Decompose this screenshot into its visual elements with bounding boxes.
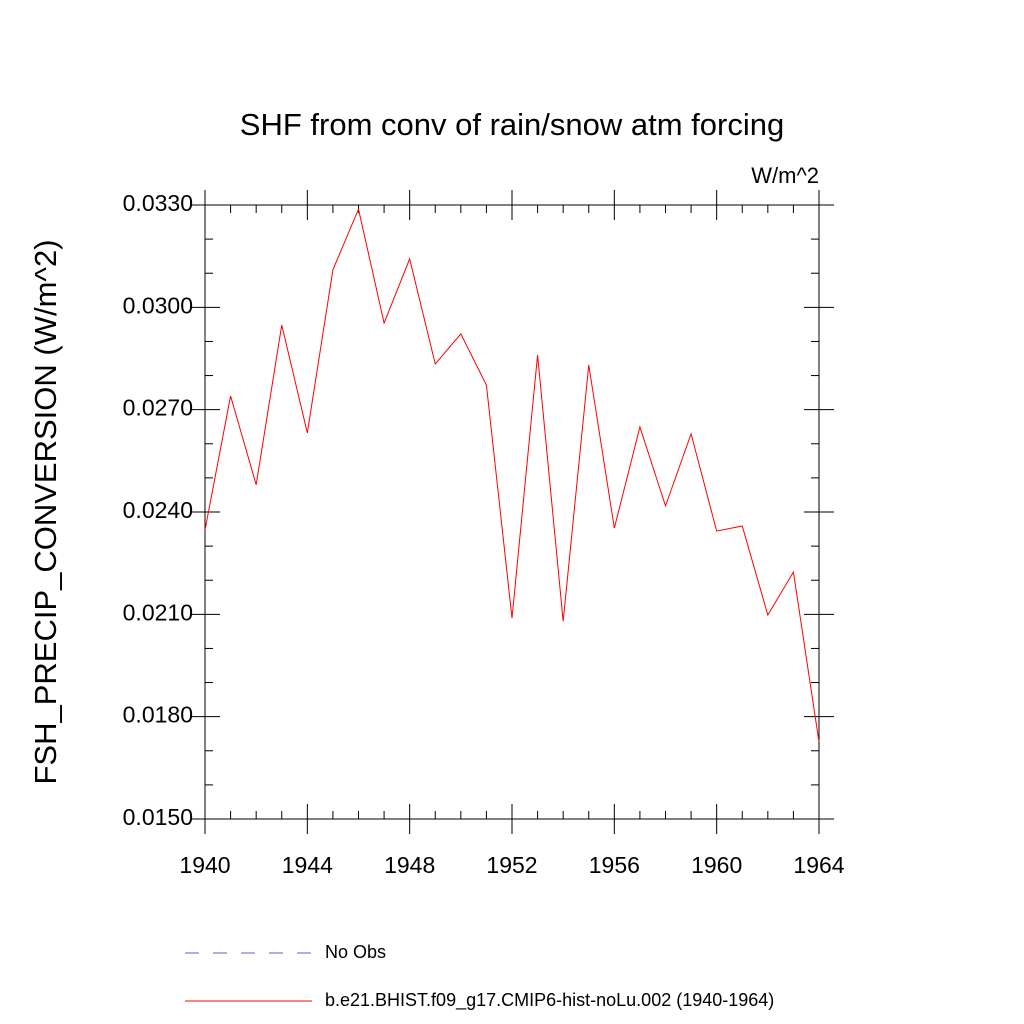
y-tick-label: 0.0270	[123, 395, 193, 421]
x-tick-label: 1956	[589, 852, 640, 878]
y-tick-label: 0.0240	[123, 497, 193, 523]
x-tick-label: 1948	[384, 852, 435, 878]
y-tick-label: 0.0180	[123, 702, 193, 728]
x-tick-label: 1944	[282, 852, 333, 878]
y-tick-label: 0.0300	[123, 292, 193, 318]
y-tick-label: 0.0330	[123, 190, 193, 216]
legend-label: No Obs	[325, 942, 386, 962]
x-tick-label: 1964	[793, 852, 844, 878]
y-tick-label: 0.0150	[123, 804, 193, 830]
legend-label: b.e21.BHIST.f09_g17.CMIP6-hist-noLu.002 …	[325, 990, 774, 1011]
plot-frame	[204, 204, 820, 820]
units-label: W/m^2	[751, 163, 819, 188]
y-axis-label: FSH_PRECIP_CONVERSION (W/m^2)	[28, 239, 63, 784]
x-tick-label: 1952	[486, 852, 537, 878]
y-tick-label: 0.0210	[123, 599, 193, 625]
chart-title: SHF from conv of rain/snow atm forcing	[240, 107, 784, 142]
x-tick-label: 1960	[691, 852, 742, 878]
data-line	[204, 207, 820, 742]
x-tick-label: 1940	[179, 852, 230, 878]
